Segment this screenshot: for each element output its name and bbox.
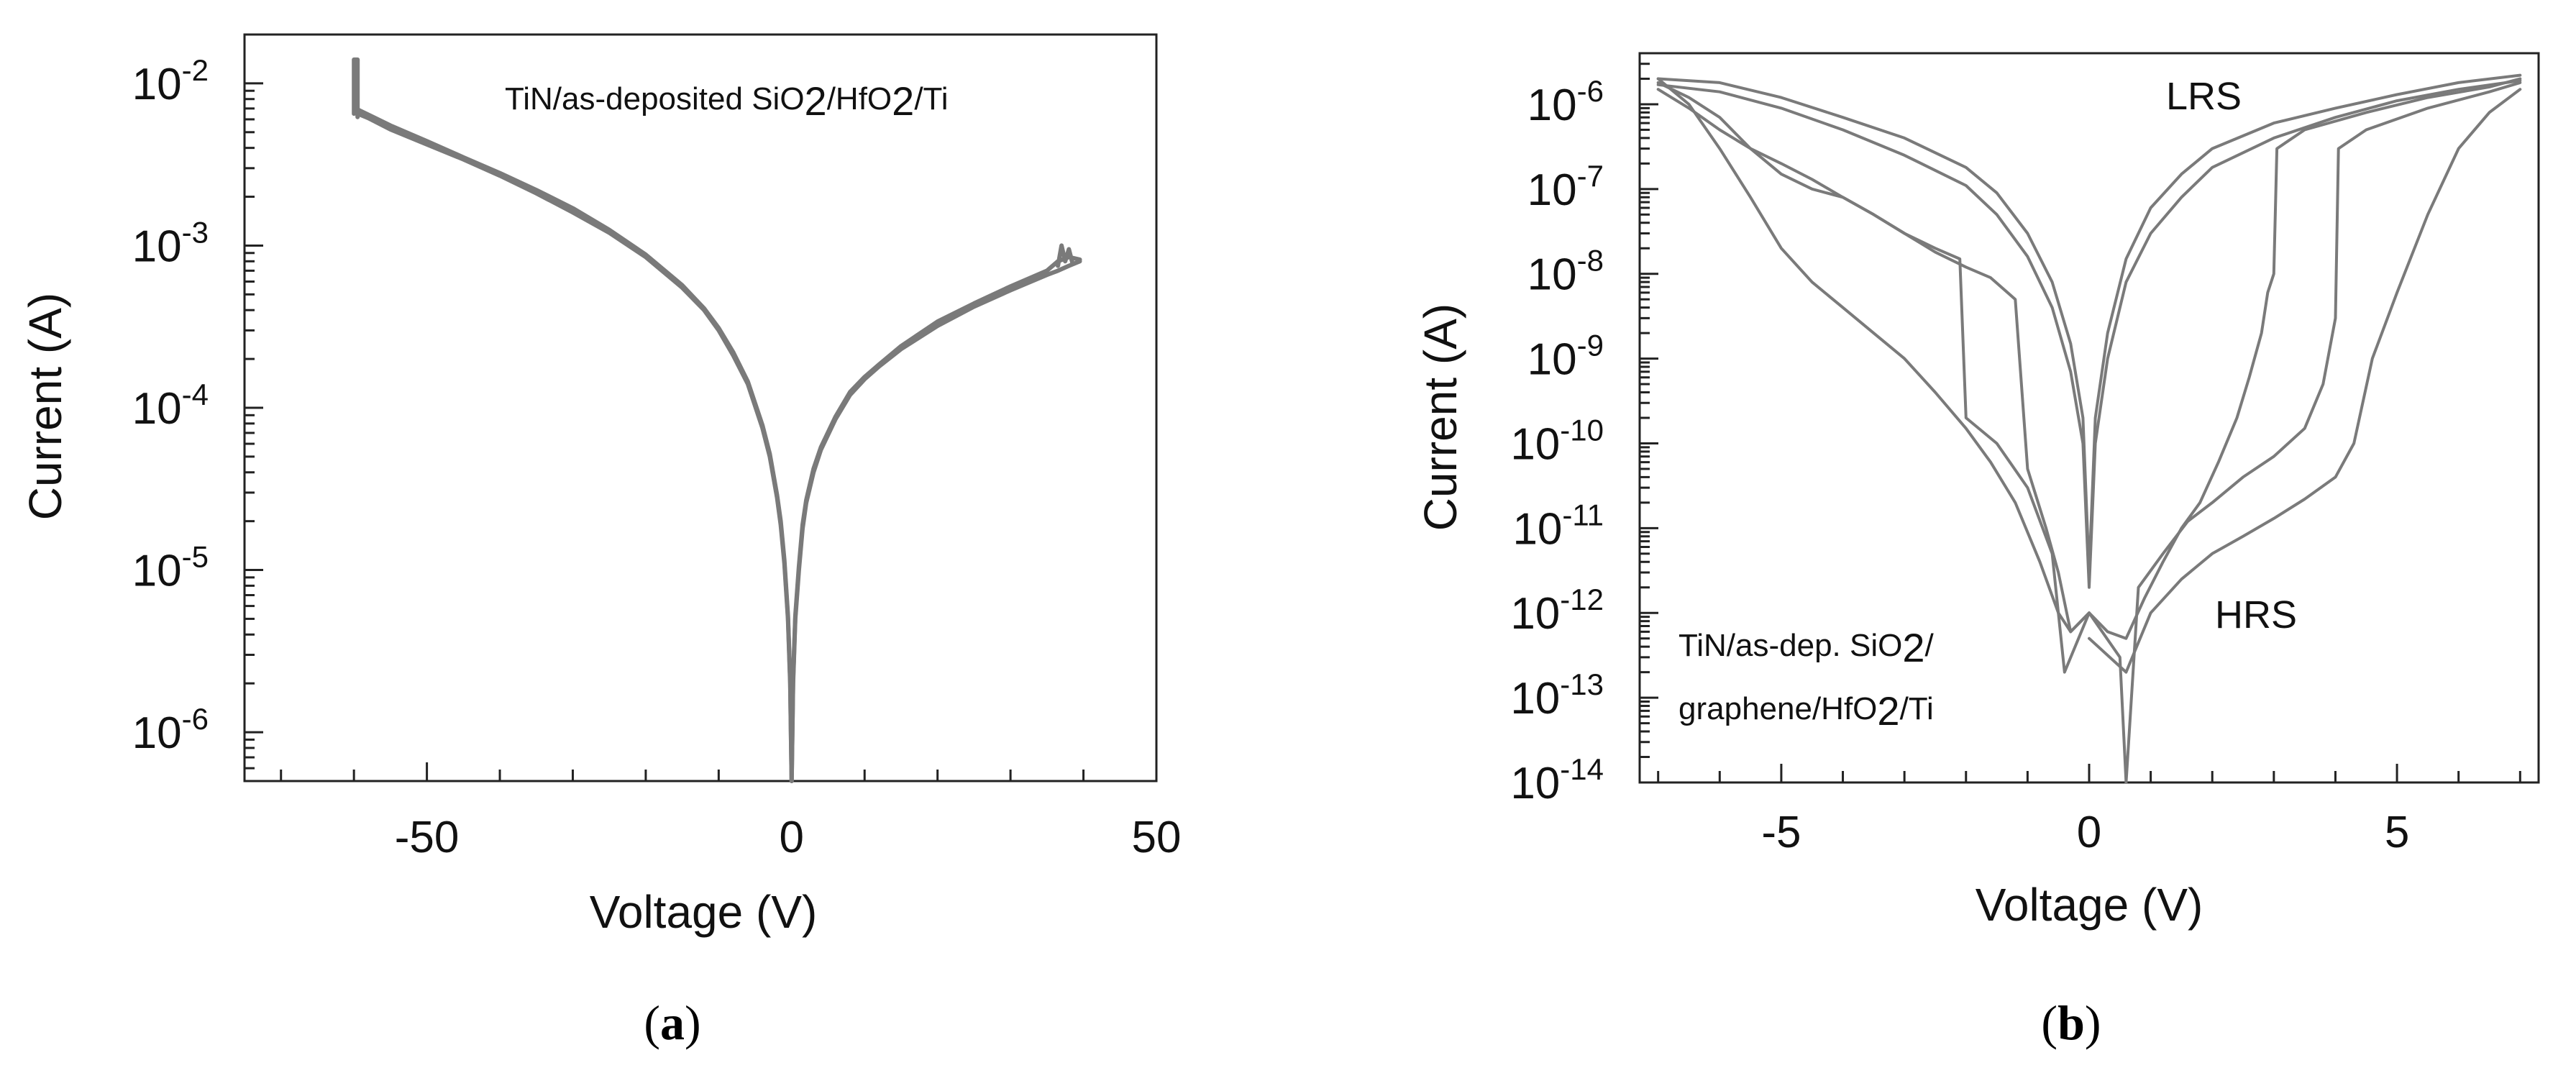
a-annotation: TiN/as-deposited SiO2/HfO2/Ti	[505, 78, 949, 124]
b-series-reset-sweep-3	[1656, 88, 2091, 634]
b-series-set-sweep	[2088, 77, 2522, 640]
b-x-axis-title: Voltage (V)	[1976, 879, 2203, 931]
b-series-lrs-loop-2	[1656, 79, 2522, 589]
a-series-sweep-2	[355, 107, 1082, 783]
plot-frame-b	[1638, 52, 2540, 784]
b-device-label-line1: TiN/as-dep. SiO2/	[1678, 625, 1935, 670]
panel-b: 10-14 10-13 10-12 10-11 10-10 10-9 10-8 10-7 10-…	[1415, 52, 2540, 1050]
b-series-set-sweep-3	[2088, 88, 2522, 674]
a-x-tick-label: 0	[780, 813, 804, 862]
plot-frame-a	[243, 33, 1158, 782]
b-y-axis-title: Current (A)	[1415, 303, 1466, 531]
a-y-axis-title: Current (A)	[19, 293, 71, 521]
a-panel-label: (a)	[644, 995, 700, 1050]
b-annotation-hrs: HRS	[2215, 593, 2297, 636]
a-y-tick-label: 10-5	[132, 540, 209, 596]
b-x-tick-label: -5	[1761, 808, 1801, 857]
b-y-tick-label: 10-13	[1510, 667, 1604, 724]
a-x-tick-labels: -50 0 50	[395, 813, 1182, 862]
a-curves	[352, 57, 1082, 783]
a-y-tick-label: 10-2	[132, 53, 209, 109]
a-x-tick-label: -50	[395, 813, 460, 862]
b-panel-label: (b)	[2041, 995, 2101, 1050]
a-y-tick-label: 10-6	[132, 702, 209, 758]
b-y-tick-label: 10-8	[1527, 244, 1604, 300]
b-x-tick-label: 0	[2077, 808, 2101, 857]
b-axis-ticks	[1640, 52, 2521, 784]
b-y-tick-label: 10-12	[1510, 583, 1604, 639]
b-annotation-lrs: LRS	[2166, 75, 2242, 118]
b-y-tick-label: 10-7	[1527, 159, 1604, 215]
a-y-tick-label: 10-4	[132, 378, 209, 434]
b-y-tick-label: 10-10	[1510, 413, 1604, 469]
b-x-tick-label: 5	[2385, 808, 2409, 857]
b-y-tick-label: 10-9	[1527, 329, 1604, 385]
b-series-reset-sweep-2	[1656, 81, 2091, 674]
a-x-tick-label: 50	[1132, 813, 1182, 862]
b-y-tick-label: 10-6	[1527, 74, 1604, 130]
a-x-axis-title: Voltage (V)	[590, 886, 818, 938]
b-series-reset-sweep	[1656, 77, 2091, 634]
b-y-tick-label: 10-14	[1510, 752, 1604, 808]
a-axis-ticks	[245, 33, 1158, 782]
a-series-end-spike	[1056, 243, 1075, 268]
b-x-tick-labels: -5 0 5	[1761, 808, 2409, 857]
b-device-label-line2: graphene/HfO2/Ti	[1678, 688, 1934, 734]
a-y-tick-label: 10-3	[132, 215, 209, 271]
a-series-initial-spike	[352, 57, 360, 119]
b-y-tick-label: 10-11	[1512, 498, 1604, 554]
b-series-set-sweep-2	[2088, 81, 2522, 784]
b-series-lrs-loop-1	[1656, 73, 2522, 574]
b-curves	[1656, 73, 2522, 784]
panel-a: 10-6 10-5 10-4 10-3 10-2 -50 0 50 TiN/as-depos…	[19, 33, 1182, 1050]
a-y-tick-labels: 10-6 10-5 10-4 10-3 10-2	[132, 53, 209, 758]
a-series-sweep	[355, 111, 1082, 783]
b-y-tick-labels: 10-14 10-13 10-12 10-11 10-10 10-9 10-8 10-7 10-…	[1510, 74, 1604, 808]
